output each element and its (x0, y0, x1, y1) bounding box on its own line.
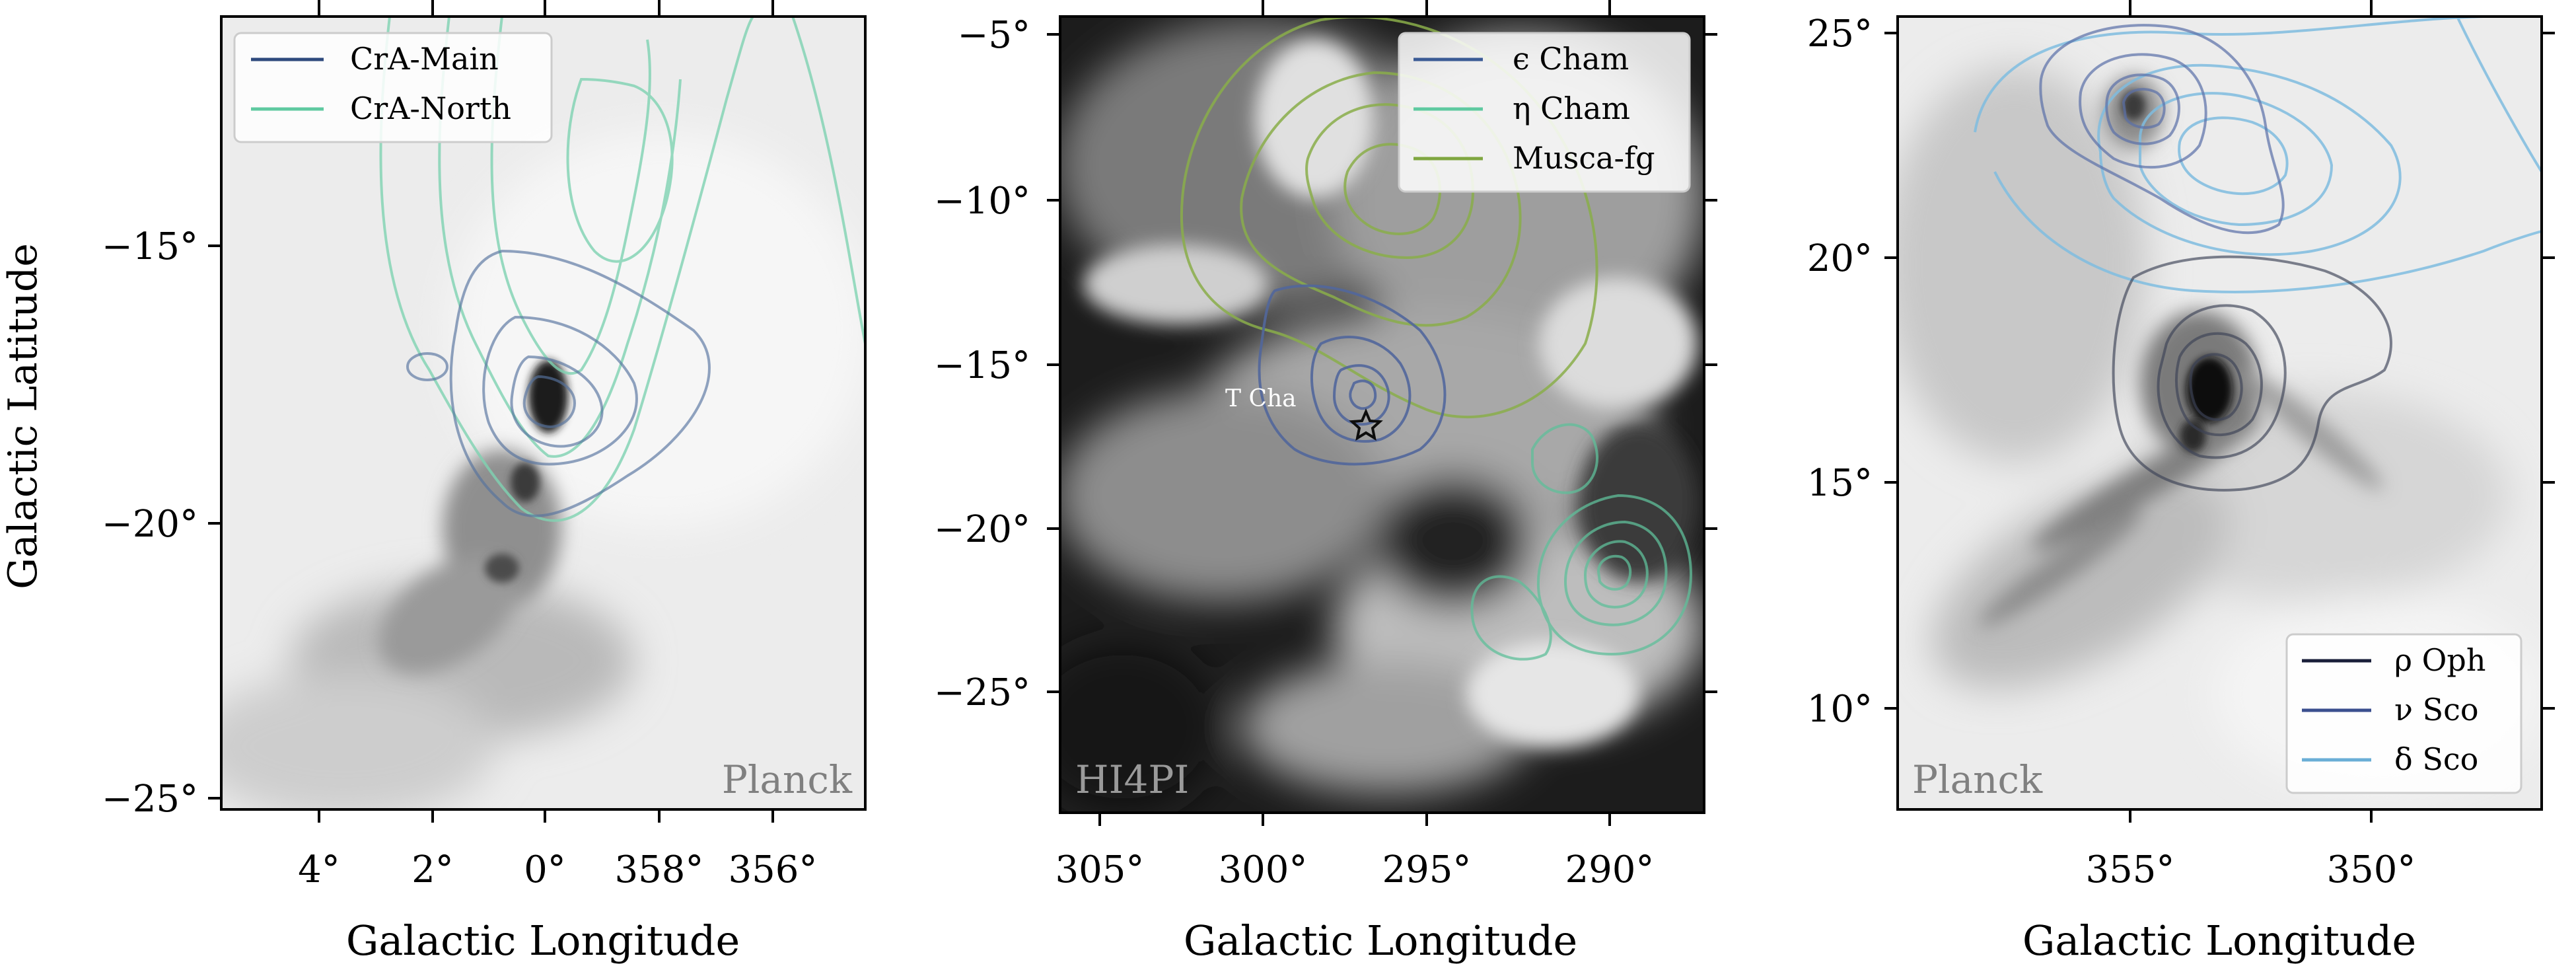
panel-2-xlabel: Galactic Longitude (1184, 916, 1577, 965)
panel-3-ytick: 25° (1807, 13, 1873, 56)
panel-1-xlabel: Galactic Longitude (346, 916, 740, 965)
legend-label-eps-cham: ϵ Cham (1513, 41, 1629, 77)
panel-1-map (221, 17, 865, 809)
panel-cham: ϵ Cham η Cham Musca-fg T Cha HI4PI 305° … (934, 0, 1717, 965)
panel-1-ticks (208, 0, 774, 823)
panel-3-xtick: 350° (2327, 848, 2416, 891)
panel-2-xtick: 290° (1565, 848, 1655, 891)
panel-3-map (1898, 17, 2542, 809)
y-axis-label: Galactic Latitude (0, 243, 46, 589)
legend-label-eta-cham: η Cham (1513, 91, 1630, 126)
panel-crA: CrA-Main CrA-North Planck 4° 2° 0° 358° … (102, 0, 867, 965)
panel-3-ytick: 10° (1807, 688, 1873, 731)
panel-2-ytick: −10° (934, 180, 1030, 223)
t-cha-star-marker (1349, 408, 1383, 441)
panel-2-xtick: 305° (1055, 848, 1145, 891)
panel-2-ytick: −20° (934, 508, 1030, 551)
legend-label-musca-fg: Musca-fg (1513, 140, 1655, 176)
panel-1-xtick: 358° (615, 848, 704, 891)
panel-2-ytick: −25° (934, 671, 1030, 714)
panel-3-ytick: 20° (1807, 237, 1873, 280)
panel-1-xtick: 2° (411, 848, 454, 891)
legend-label-rho-oph: ρ Oph (2394, 642, 2486, 678)
legend-label-cra-main: CrA-Main (350, 41, 499, 77)
contours-nu-sco (2039, 24, 2285, 235)
legend-label-delta-sco: δ Sco (2394, 741, 2478, 777)
contours-eta-cham (1470, 423, 1693, 661)
t-cha-annotation: T Cha (1225, 385, 1297, 412)
contours-musca-fg (1180, 17, 1598, 419)
panel-1-ytick: −25° (102, 778, 198, 821)
panel-1-xtick: 4° (298, 848, 340, 891)
panel-2-xtick: 300° (1219, 848, 1308, 891)
contours-delta-sco (1974, 17, 2542, 293)
contours-cra-north (379, 17, 865, 522)
panel-1-xtick: 356° (729, 848, 818, 891)
panel-1-ytick: −15° (102, 225, 198, 268)
panel-2-map (1060, 17, 1704, 813)
panel-2-ticks (1047, 0, 1717, 826)
panel-1-xtick: 0° (524, 848, 566, 891)
contours-eps-cham (1258, 284, 1447, 466)
contours-cra-main (406, 249, 711, 517)
legend-label-cra-north: CrA-North (350, 91, 511, 126)
panel-2-ytick: −5° (957, 14, 1030, 57)
panel-3-ticks (1884, 0, 2555, 823)
legend-label-nu-sco: ν Sco (2394, 692, 2479, 727)
panel-2-legend (1398, 32, 1691, 193)
panel-1-map-label: Planck (722, 757, 853, 802)
panel-sco: ρ Oph ν Sco δ Sco Planck 355° 350° 25° 2… (1807, 0, 2555, 965)
panel-2-ytick: −15° (934, 344, 1030, 387)
panel-3-legend (2285, 633, 2522, 794)
panel-1-ytick: −20° (102, 503, 198, 546)
panel-3-ytick: 15° (1807, 462, 1873, 505)
panel-3-xtick: 355° (2086, 848, 2175, 891)
panel-2-xtick: 295° (1382, 848, 1472, 891)
panel-2-map-label: HI4PI (1075, 757, 1189, 802)
panel-3-xlabel: Galactic Longitude (2022, 916, 2416, 965)
contours-rho-oph (2112, 255, 2392, 492)
panel-3-map-label: Planck (1912, 757, 2043, 802)
